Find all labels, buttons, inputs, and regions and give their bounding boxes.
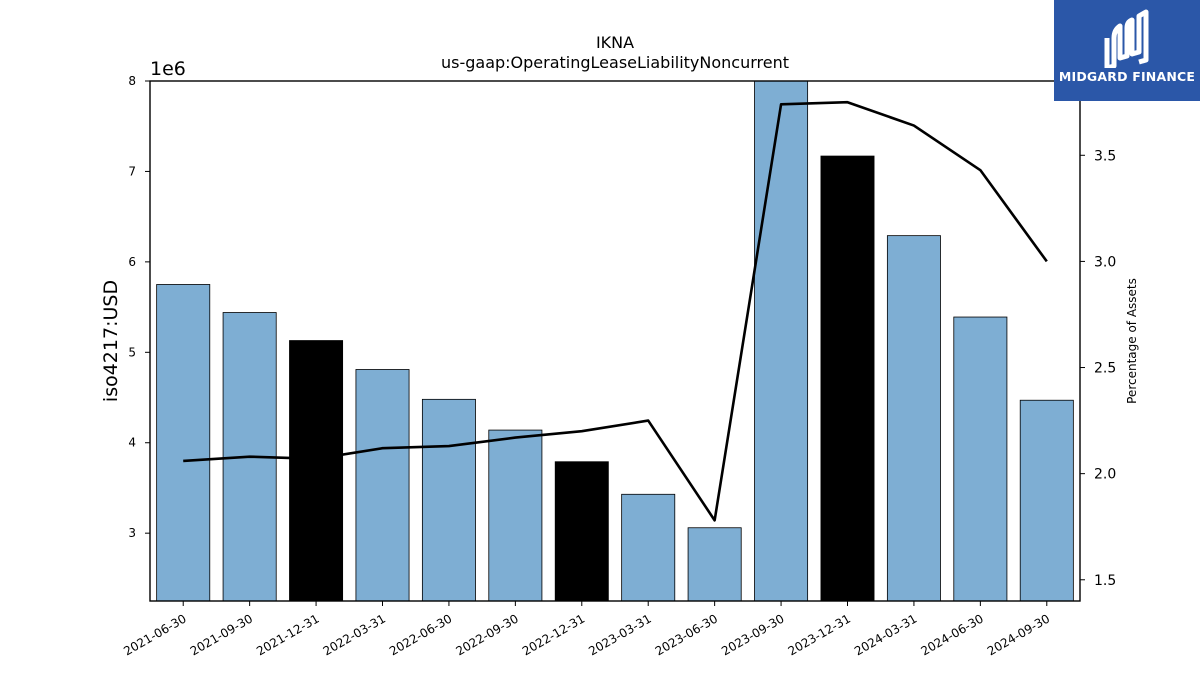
- y2-tick-label: 3.0: [1094, 254, 1116, 270]
- y2-axis-label: Percentage of Assets: [1125, 278, 1139, 404]
- x-tick-label: 2023-12-31: [786, 611, 853, 658]
- y-tick-label: 5: [128, 345, 136, 359]
- y-tick-label: 7: [128, 164, 136, 178]
- midgard-logo-icon: [1104, 9, 1149, 68]
- x-tick-label: 2023-03-31: [586, 611, 653, 658]
- bar: [421, 398, 476, 602]
- y2-tick-label: 1.5: [1094, 573, 1116, 589]
- y-tick-label: 4: [128, 436, 136, 450]
- x-tick-label: 2022-06-30: [387, 611, 454, 658]
- chart-subtitle: us-gaap:OperatingLeaseLiabilityNoncurren…: [441, 53, 789, 72]
- bar: [554, 461, 609, 602]
- bar: [953, 316, 1008, 602]
- x-tick-label: 2021-09-30: [188, 611, 255, 658]
- x-tick-label: 2022-03-31: [321, 611, 388, 658]
- x-tick-label: 2022-09-30: [453, 611, 520, 658]
- y-offset-label: 1e6: [150, 58, 186, 80]
- bar: [886, 235, 941, 602]
- bar: [820, 155, 875, 602]
- line-layer: [183, 100, 1048, 522]
- y2-tick-label: 2.0: [1094, 467, 1116, 483]
- x-tick-label: 2021-12-31: [254, 611, 321, 658]
- bar: [1019, 399, 1074, 602]
- brand-logo-text: MIDGARD FINANCE: [1058, 69, 1196, 84]
- x-tick-label: 2021-06-30: [121, 611, 188, 658]
- x-tick-label: 2024-09-30: [985, 611, 1052, 658]
- y2-tick-label: 3.5: [1094, 148, 1116, 164]
- bar: [156, 284, 211, 602]
- x-tick-label: 2023-09-30: [719, 611, 786, 658]
- bar: [355, 369, 410, 602]
- chart-title: IKNA: [596, 33, 634, 52]
- x-tick-label: 2023-06-30: [653, 611, 720, 658]
- y2-tick-label: 2.5: [1094, 361, 1116, 377]
- bar: [754, 80, 809, 602]
- y-tick-label: 6: [128, 255, 136, 269]
- x-tick-label: 2022-12-31: [520, 611, 587, 658]
- y-axis-label: iso4217:USD: [100, 280, 122, 402]
- bar: [687, 527, 742, 602]
- x-tick-label: 2024-06-30: [918, 611, 985, 658]
- percentage-line: [183, 100, 1048, 522]
- bar: [621, 493, 676, 602]
- brand-logo: MIDGARD FINANCE: [1054, 0, 1200, 101]
- bar: [289, 340, 344, 602]
- y-tick-label: 3: [128, 526, 136, 540]
- y-tick-label: 8: [128, 74, 136, 88]
- plot-frame: [149, 80, 1081, 602]
- bar: [488, 429, 543, 602]
- x-tick-label: 2024-03-31: [852, 611, 919, 658]
- bars-layer: [156, 80, 1074, 602]
